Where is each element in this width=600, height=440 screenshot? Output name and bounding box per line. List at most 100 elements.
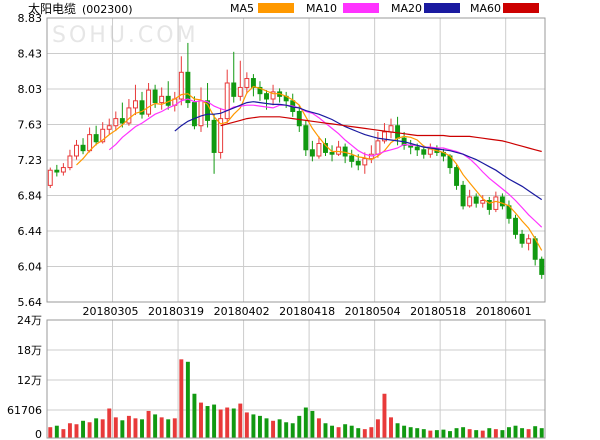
volume-bar	[225, 407, 230, 438]
volume-bar	[467, 429, 472, 438]
candle	[211, 114, 217, 174]
volume-bar	[500, 430, 505, 438]
volume-axis: 24万 18万 12万 61706 0	[7, 314, 42, 440]
volume-bar	[244, 412, 249, 438]
ma5-line	[76, 85, 543, 251]
candle-body	[211, 119, 217, 153]
price-tick-label: 6.44	[18, 225, 43, 238]
candle-body	[146, 89, 152, 115]
candle	[408, 139, 414, 155]
volume-bar	[290, 423, 295, 438]
volume-bar	[113, 417, 118, 438]
candle-body	[224, 82, 230, 120]
volume-bar	[395, 423, 400, 438]
volume-bar	[257, 415, 262, 438]
candle-body	[460, 184, 466, 207]
volume-bar	[362, 429, 367, 438]
volume-bar	[100, 419, 105, 438]
volume-bar	[369, 427, 374, 438]
candle	[296, 105, 302, 132]
candle-body	[296, 110, 302, 127]
candle-body	[362, 158, 368, 166]
candle-body	[526, 238, 532, 244]
candle-body	[93, 134, 99, 143]
candle	[388, 118, 394, 139]
candle-body	[539, 258, 545, 275]
volume-tick-label: 61706	[7, 404, 42, 417]
candle-body	[139, 100, 145, 115]
candle-body	[473, 196, 479, 204]
price-tick-label: 6.84	[18, 190, 43, 203]
volume-bar	[146, 410, 151, 438]
legend-swatch-ma10	[343, 3, 379, 13]
candle	[165, 81, 171, 110]
volume-bar	[277, 419, 282, 438]
date-tick-label: 20180305	[83, 305, 139, 318]
volume-bar	[199, 402, 203, 438]
ma10-line	[108, 98, 543, 228]
volume-bar	[389, 417, 393, 438]
candle-body	[218, 118, 224, 153]
date-tick-label: 20180504	[345, 305, 401, 318]
volume-bar	[487, 428, 492, 438]
volume-bar	[140, 419, 144, 438]
volume-bar	[408, 427, 413, 438]
volume-bar	[264, 418, 269, 438]
volume-bar	[107, 408, 112, 438]
candle-body	[309, 149, 315, 157]
candle-body	[454, 167, 460, 186]
volume-bar	[461, 427, 466, 438]
candle-body	[303, 125, 309, 151]
candles	[47, 42, 545, 279]
candle	[539, 256, 545, 279]
candle	[113, 111, 119, 132]
candle	[250, 74, 256, 97]
candle-body	[126, 107, 132, 124]
volume-bar	[159, 417, 164, 438]
candle-body	[257, 86, 263, 95]
volume-bar	[343, 424, 348, 438]
candle-body	[74, 144, 79, 157]
candle-body	[185, 71, 191, 104]
price-tick-label: 7.63	[18, 119, 43, 132]
candle	[67, 149, 73, 171]
candle	[237, 60, 243, 101]
candle-body	[60, 167, 66, 173]
price-panel-border	[46, 17, 546, 303]
candle	[467, 189, 473, 208]
candle	[277, 88, 283, 103]
volume-bar	[316, 418, 321, 438]
candle	[185, 42, 191, 108]
candle	[198, 87, 204, 132]
volume-bar	[120, 420, 125, 438]
candle	[146, 82, 152, 117]
candle-body	[67, 155, 73, 169]
candle	[139, 91, 145, 119]
candle	[309, 140, 315, 162]
volume-bar	[133, 418, 138, 438]
volume-bar	[533, 426, 538, 438]
candle	[257, 81, 263, 101]
volume-bar	[323, 423, 328, 438]
legend-swatch-ma20	[424, 3, 460, 13]
candle	[329, 145, 335, 162]
price-tick-label: 8.43	[18, 48, 43, 61]
volume-bar	[356, 428, 361, 438]
ma60-line	[220, 116, 542, 153]
candle-body	[87, 134, 93, 152]
volume-bar	[441, 429, 446, 438]
volume-bar	[67, 423, 72, 438]
candle	[80, 138, 86, 155]
candle-body	[231, 82, 237, 97]
candle	[159, 87, 165, 110]
volume-bar	[336, 427, 341, 438]
candle-body	[381, 131, 387, 142]
volume-bar	[382, 393, 387, 438]
candle-body	[349, 155, 355, 162]
volume-bar	[526, 429, 531, 438]
candle-body	[421, 149, 427, 155]
candle-body	[375, 140, 381, 155]
candle	[381, 123, 387, 144]
ma20-line	[174, 101, 543, 201]
